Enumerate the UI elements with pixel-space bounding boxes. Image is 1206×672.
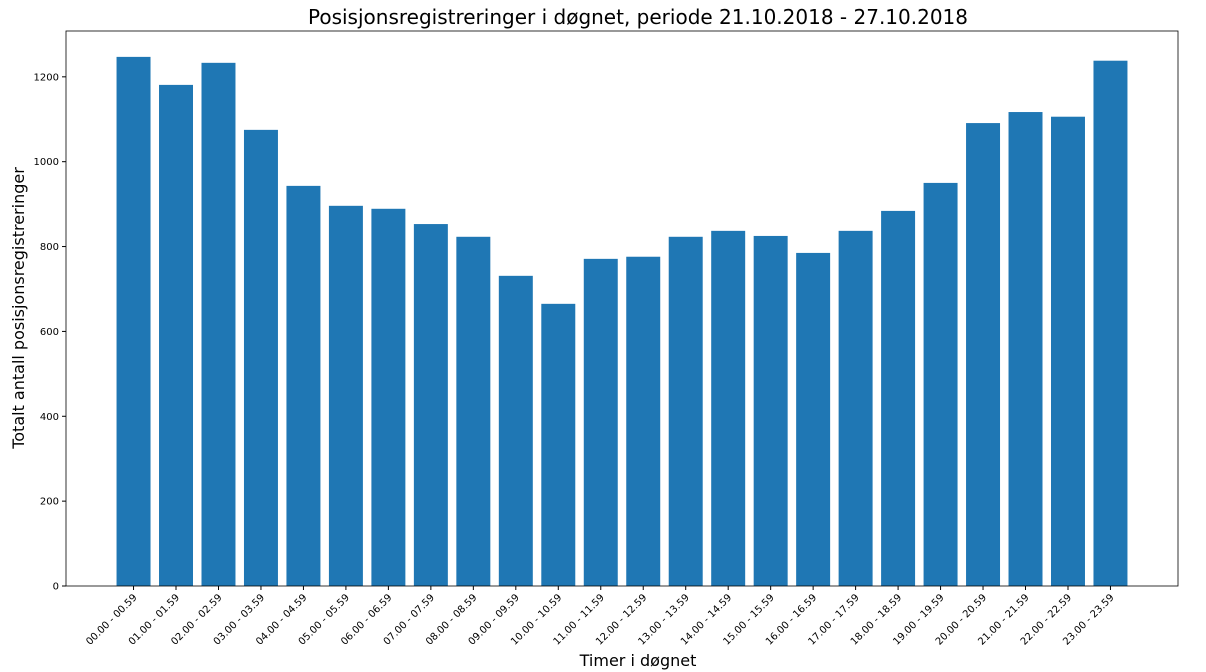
plot-frame xyxy=(65,30,1179,587)
bar xyxy=(413,224,448,586)
bar xyxy=(881,210,916,586)
bar xyxy=(498,275,533,586)
y-axis-label: Totalt antall posisjonsregistreringer xyxy=(9,167,28,450)
bar xyxy=(371,208,406,587)
bar xyxy=(966,123,1001,587)
bar xyxy=(541,303,576,586)
bar xyxy=(1050,116,1085,587)
bar xyxy=(1008,112,1043,586)
y-tick-label: 800 xyxy=(40,242,59,253)
y-tick-label: 600 xyxy=(40,327,59,338)
bar xyxy=(711,230,746,586)
bar xyxy=(243,129,278,586)
bar xyxy=(201,62,236,587)
y-tick-label: 1000 xyxy=(34,157,59,168)
bar xyxy=(1093,60,1128,586)
y-tick-label: 200 xyxy=(40,497,59,508)
y-tick-label: 1200 xyxy=(34,72,59,83)
bar xyxy=(286,185,321,587)
bar xyxy=(328,205,363,586)
bar xyxy=(626,256,661,586)
chart-title: Posisjonsregistreringer i døgnet, period… xyxy=(308,5,968,29)
x-axis-label: Timer i døgnet xyxy=(579,651,697,670)
bar xyxy=(753,235,788,586)
bar xyxy=(796,252,831,586)
bar xyxy=(668,236,703,586)
bar xyxy=(838,230,873,586)
bar xyxy=(159,84,194,587)
y-tick-label: 400 xyxy=(40,412,59,423)
bar xyxy=(583,258,618,586)
bar xyxy=(116,56,151,586)
bar xyxy=(923,182,958,586)
bar xyxy=(456,236,491,586)
y-tick-label: 0 xyxy=(53,582,59,593)
